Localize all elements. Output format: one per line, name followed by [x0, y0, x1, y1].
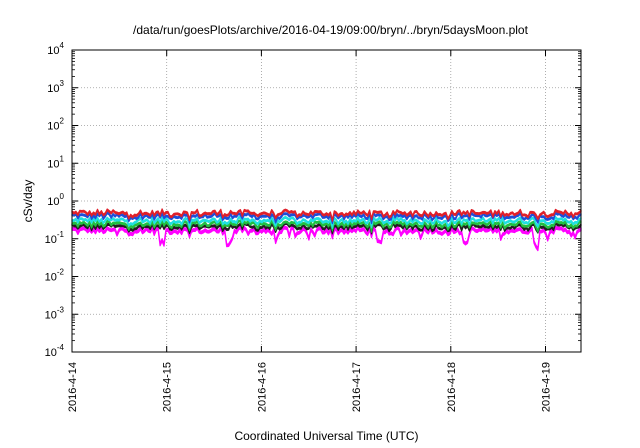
chart-title: /data/run/goesPlots/archive/2016-04-19/0…	[133, 23, 529, 37]
x-axis-label: Coordinated Universal Time (UTC)	[234, 429, 418, 443]
x-tick-label: 2016-4-15	[162, 362, 174, 412]
y-tick-label: 10-2	[45, 268, 65, 284]
x-tick-label: 2016-4-17	[351, 362, 363, 412]
y-tick-label: 103	[47, 79, 64, 95]
y-tick-label: 101	[47, 154, 64, 170]
y-axis-label: cSv/day	[21, 180, 35, 223]
y-tick-label: 102	[47, 117, 64, 133]
y-tick-label: 104	[47, 41, 64, 57]
x-tick-label: 2016-4-18	[446, 362, 458, 412]
plot-frame	[71, 49, 582, 353]
y-tick-label: 10-3	[45, 305, 65, 321]
x-tick-label: 2016-4-14	[67, 362, 79, 412]
y-tick-label: 100	[47, 192, 64, 208]
y-tick-label: 10-4	[45, 343, 65, 359]
y-tick-label: 10-1	[45, 230, 65, 246]
x-tick-label: 2016-4-19	[540, 362, 552, 412]
x-tick-label: 2016-4-16	[256, 362, 268, 412]
